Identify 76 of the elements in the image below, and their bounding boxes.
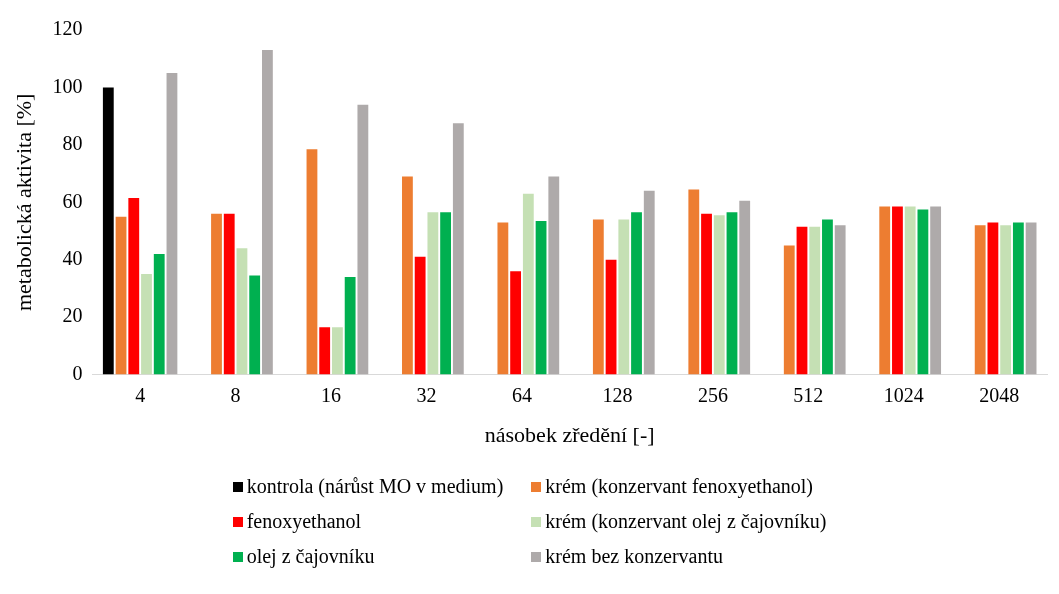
y-tick-label: 60 bbox=[62, 189, 83, 212]
bar bbox=[102, 87, 114, 375]
bar bbox=[211, 213, 222, 375]
bar bbox=[726, 212, 738, 375]
bar bbox=[974, 225, 986, 375]
bar bbox=[357, 104, 369, 375]
bar bbox=[153, 253, 165, 375]
bar bbox=[701, 213, 712, 375]
y-tick-label: 80 bbox=[62, 132, 83, 155]
bar bbox=[930, 206, 942, 375]
bar bbox=[510, 271, 522, 375]
bar bbox=[834, 225, 846, 375]
y-tick-label: 100 bbox=[52, 74, 83, 97]
bar bbox=[796, 226, 808, 375]
bar bbox=[643, 190, 655, 375]
bar bbox=[452, 123, 464, 375]
legend-label: krém (konzervant fenoxyethanol) bbox=[545, 475, 813, 498]
x-tick-label: 16 bbox=[321, 383, 342, 406]
bar bbox=[522, 193, 534, 375]
bar bbox=[917, 209, 929, 375]
bar bbox=[402, 176, 413, 375]
x-tick-label: 256 bbox=[697, 383, 728, 406]
x-tick-label: 1024 bbox=[883, 383, 924, 406]
x-tick-label: 8 bbox=[230, 383, 241, 406]
x-tick-label: 32 bbox=[416, 383, 437, 406]
x-tick-label: 4 bbox=[135, 383, 146, 406]
bar bbox=[631, 212, 642, 375]
bar bbox=[592, 219, 604, 375]
y-tick-label: 20 bbox=[62, 304, 83, 327]
bar bbox=[688, 189, 700, 375]
bar bbox=[344, 276, 356, 375]
bar bbox=[548, 176, 560, 375]
bar bbox=[892, 206, 903, 375]
x-tick-label: 128 bbox=[602, 383, 633, 406]
bar bbox=[739, 200, 751, 375]
bar bbox=[440, 212, 452, 375]
bar bbox=[783, 245, 795, 375]
bar bbox=[249, 275, 261, 375]
x-tick-label: 64 bbox=[511, 383, 532, 406]
bar bbox=[306, 149, 318, 375]
bar bbox=[236, 248, 248, 375]
bar bbox=[128, 197, 140, 375]
bar bbox=[427, 212, 439, 375]
bar bbox=[115, 216, 127, 375]
x-tick-label: 2048 bbox=[979, 383, 1020, 406]
bar bbox=[319, 327, 331, 375]
legend-label: krém (konzervant olej z čajovníku) bbox=[545, 510, 827, 533]
bar bbox=[904, 206, 916, 375]
y-tick-label: 120 bbox=[52, 17, 83, 40]
bar bbox=[987, 222, 999, 375]
legend-label: kontrola (nárůst MO v medium) bbox=[246, 475, 504, 498]
bar bbox=[414, 256, 426, 375]
legend-label: fenoxyethanol bbox=[246, 510, 362, 533]
bar bbox=[809, 226, 821, 375]
y-axis-title: metabolická aktivita [%] bbox=[10, 93, 36, 312]
bar bbox=[879, 206, 891, 375]
y-tick-label: 40 bbox=[62, 246, 83, 269]
bar bbox=[141, 274, 152, 375]
bar bbox=[1012, 222, 1024, 375]
legend-label: krém bez konzervantu bbox=[545, 545, 724, 568]
legend-label: olej z čajovníku bbox=[246, 545, 375, 568]
bar bbox=[497, 222, 509, 375]
bar bbox=[166, 73, 178, 375]
bar bbox=[822, 219, 833, 375]
y-tick-label: 0 bbox=[72, 361, 83, 384]
bar bbox=[1025, 222, 1037, 375]
bar bbox=[332, 327, 343, 375]
x-tick-label: 512 bbox=[793, 383, 824, 406]
x-axis-title: násobek zředění [-] bbox=[484, 421, 655, 447]
bar bbox=[713, 215, 725, 375]
bar bbox=[1000, 225, 1012, 375]
bar bbox=[535, 220, 547, 375]
bar bbox=[618, 219, 630, 375]
bar bbox=[262, 50, 273, 375]
bar bbox=[223, 213, 235, 375]
bar bbox=[605, 259, 617, 375]
